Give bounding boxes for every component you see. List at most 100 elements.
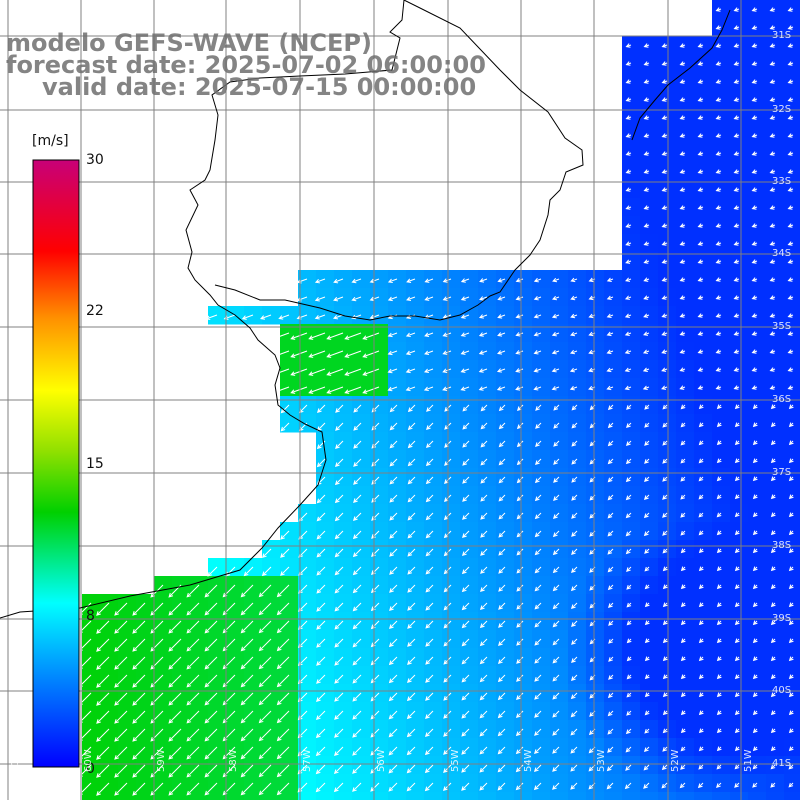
wind-cell <box>514 306 533 325</box>
wind-arrow <box>625 133 632 138</box>
wind-arrow <box>114 674 128 688</box>
wind-cell <box>550 792 569 800</box>
wind-cell <box>478 324 497 343</box>
wind-cell <box>730 72 749 91</box>
wind-arrow <box>661 277 668 282</box>
wind-arrow <box>752 422 758 428</box>
wind-arrow <box>787 43 794 48</box>
wind-arrow <box>788 494 794 500</box>
wind-cell <box>442 288 461 307</box>
wind-arrow <box>698 710 704 716</box>
wind-arrow <box>571 440 578 447</box>
wind-cell <box>406 270 425 289</box>
wind-arrow <box>168 710 182 724</box>
wind-arrow <box>326 386 344 394</box>
wind-cell <box>748 342 767 361</box>
wind-arrow <box>570 277 578 283</box>
wind-arrow <box>552 512 560 520</box>
wind-arrow <box>515 278 524 283</box>
wind-arrow <box>315 728 326 739</box>
lat-label: 33S <box>772 176 792 187</box>
wind-arrow <box>570 764 578 772</box>
lon-label: 59W <box>156 749 167 772</box>
wind-cell <box>226 792 245 800</box>
wind-cell <box>658 270 677 289</box>
wind-arrow <box>643 331 650 336</box>
wind-arrow <box>662 728 668 734</box>
wind-cell <box>766 180 785 199</box>
wind-arrow <box>388 674 398 684</box>
wind-cell <box>622 180 641 199</box>
wind-arrow <box>534 530 542 538</box>
wind-arrow <box>733 25 740 30</box>
wind-arrow <box>680 638 686 644</box>
wind-arrow <box>644 674 650 680</box>
wind-arrow <box>442 296 452 301</box>
wind-arrow <box>569 385 578 391</box>
wind-arrow <box>186 620 200 634</box>
wind-cell <box>496 504 515 523</box>
wind-arrow <box>643 494 650 501</box>
wind-arrow <box>204 764 218 778</box>
wind-arrow <box>352 512 362 522</box>
wind-cell <box>766 342 785 361</box>
wind-arrow <box>624 367 632 373</box>
wind-arrow <box>552 674 560 682</box>
wind-arrow <box>261 566 272 577</box>
wind-arrow <box>606 277 614 282</box>
wind-arrow <box>570 782 578 790</box>
wind-arrow <box>680 458 686 464</box>
wind-arrow <box>442 782 452 792</box>
wind-arrow <box>752 530 758 536</box>
wind-arrow <box>570 710 578 718</box>
wind-arrow <box>769 331 776 336</box>
wind-arrow <box>497 674 506 683</box>
lat-label: 37S <box>772 467 792 478</box>
wind-arrow <box>480 422 488 430</box>
wind-cell <box>352 792 371 800</box>
wind-arrow <box>114 638 128 652</box>
wind-cell <box>622 306 641 325</box>
wind-cell <box>694 162 713 181</box>
wind-cell <box>694 234 713 253</box>
wind-arrow <box>769 169 776 174</box>
wind-arrow <box>316 458 326 468</box>
wind-arrow <box>625 61 632 66</box>
wind-cell <box>640 90 659 109</box>
wind-cell <box>172 792 191 800</box>
wind-cell <box>640 126 659 145</box>
wind-arrow <box>733 205 740 210</box>
lat-label: 36S <box>772 394 792 405</box>
wind-arrow <box>734 746 740 752</box>
wind-cell <box>748 72 767 91</box>
coastline <box>0 0 405 619</box>
wind-arrow <box>276 656 290 670</box>
wind-arrow <box>769 349 776 354</box>
wind-arrow <box>407 458 416 467</box>
wind-cell <box>730 180 749 199</box>
wind-arrow <box>204 710 218 724</box>
wind-arrow <box>461 728 470 737</box>
wind-arrow <box>533 386 542 391</box>
wind-arrow <box>643 782 650 789</box>
wind-cell <box>424 270 443 289</box>
wind-cell <box>298 360 317 379</box>
wind-arrow <box>334 638 344 648</box>
wind-cell <box>730 162 749 181</box>
wind-arrow <box>571 494 578 501</box>
wind-arrow <box>462 404 470 412</box>
wind-cell <box>784 720 800 739</box>
wind-cell <box>748 180 767 199</box>
wind-arrow <box>661 259 668 264</box>
wind-cell <box>424 288 443 307</box>
wind-arrow <box>734 512 740 518</box>
wind-arrow <box>788 458 794 464</box>
wind-cell <box>298 792 317 800</box>
wind-cell <box>640 342 659 361</box>
wind-cell <box>784 630 800 649</box>
wind-cell <box>622 252 641 271</box>
wind-arrow <box>770 584 776 590</box>
wind-arrow <box>407 476 416 485</box>
wind-arrow <box>733 43 740 48</box>
lat-label: 32S <box>772 104 792 115</box>
